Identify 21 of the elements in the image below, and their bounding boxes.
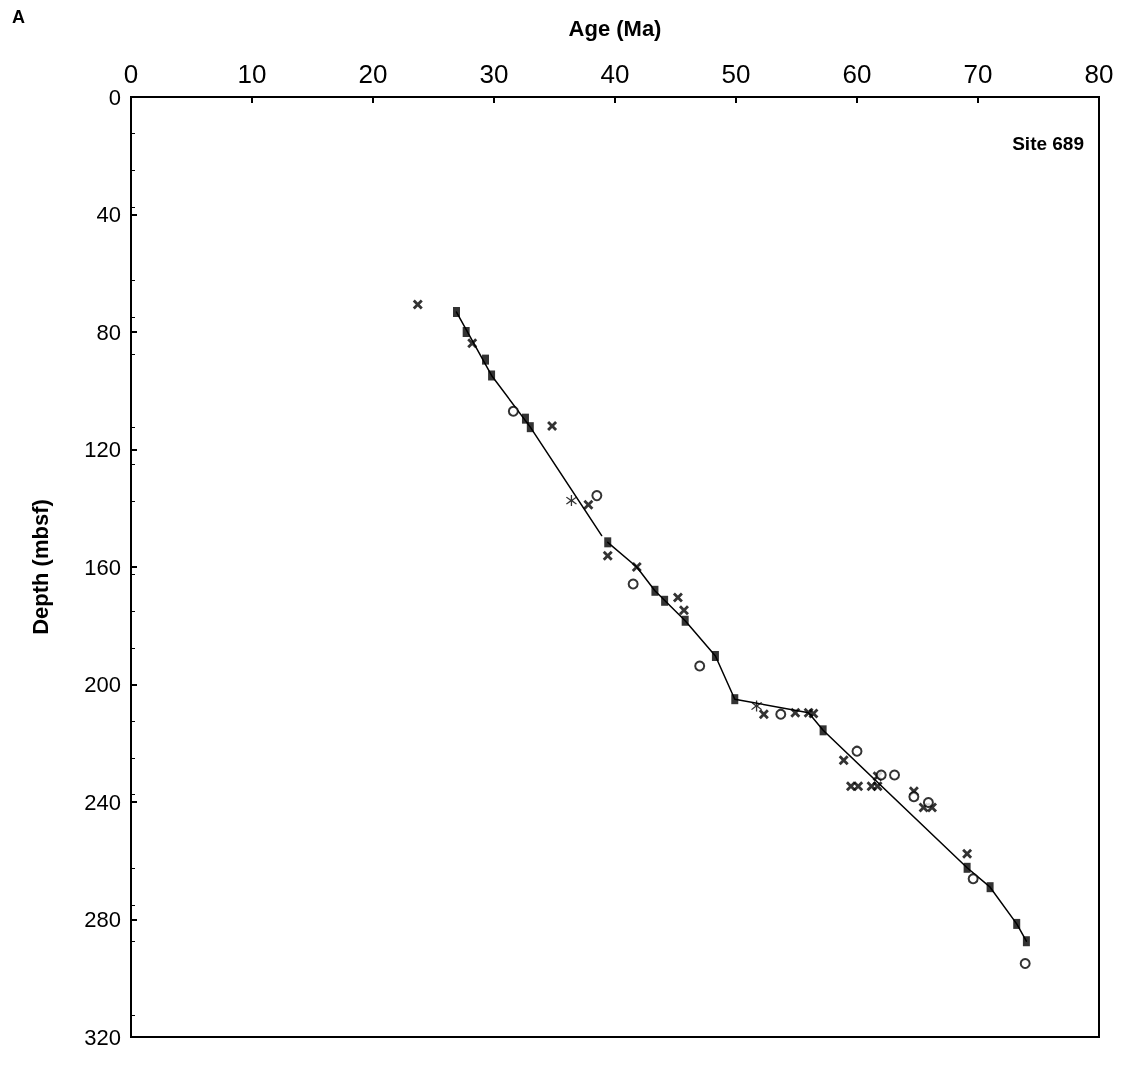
- y-tick-label: 160: [84, 554, 121, 580]
- y-tick-label: 0: [108, 84, 121, 110]
- y-tick-label: 120: [84, 437, 121, 462]
- x-axis-title: Age (Ma): [568, 15, 662, 41]
- x-tick-label: 60: [842, 59, 872, 89]
- y-tick-label: 240: [84, 789, 121, 815]
- x-tick-label: 40: [600, 59, 630, 89]
- y-tick-label: 280: [84, 907, 121, 932]
- text: A: [12, 7, 25, 27]
- y-axis-title: Depth (mbsf): [27, 499, 53, 635]
- y-tick-label: 80: [96, 319, 121, 345]
- y-tick-label: 320: [84, 1024, 121, 1050]
- x-tick-label: 70: [963, 59, 993, 89]
- x-tick-label: 20: [358, 59, 388, 89]
- x-tick-label: 80: [1084, 59, 1114, 89]
- y-tick-label: 40: [96, 202, 121, 227]
- x-tick-label: 50: [721, 59, 751, 89]
- x-tick-label: 30: [479, 59, 509, 89]
- y-tick-label: 200: [84, 672, 121, 697]
- x-tick-label: 10: [237, 59, 267, 89]
- annotation: Site 689: [1012, 133, 1084, 154]
